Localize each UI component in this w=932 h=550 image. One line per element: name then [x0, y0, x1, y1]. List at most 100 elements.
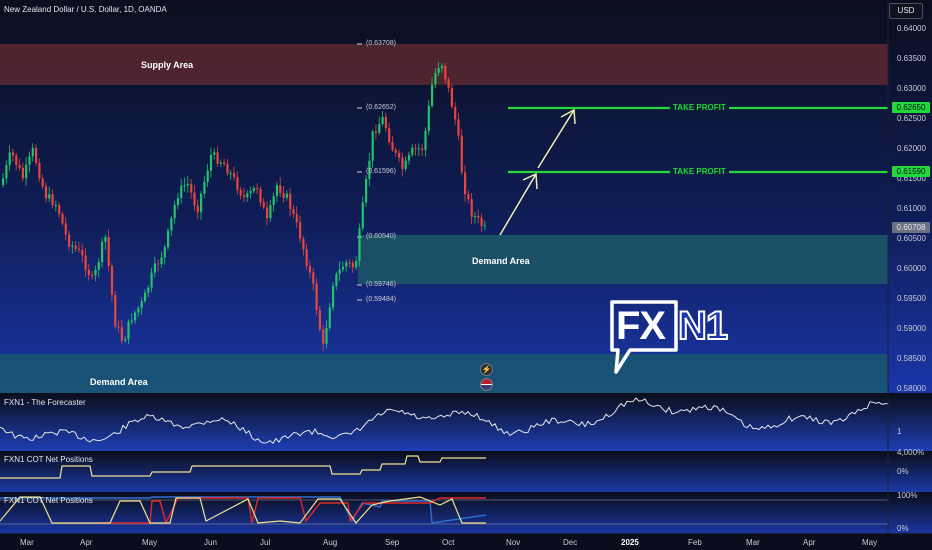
lightning-icon[interactable]: ⚡	[480, 363, 493, 376]
candle-body	[440, 65, 444, 69]
indicator-title-cot-1: FXN1 COT Net Positions	[4, 455, 93, 464]
candle-body	[8, 152, 11, 165]
candle-body	[477, 216, 480, 218]
time-axis-label: Apr	[803, 538, 816, 547]
fxn1-logo	[610, 300, 678, 374]
forecaster-pane[interactable]	[0, 394, 932, 451]
candle-body	[351, 262, 354, 268]
candle-body	[58, 205, 61, 214]
candle-body	[318, 310, 321, 330]
candle-body	[259, 188, 262, 203]
forecaster-line	[0, 397, 889, 444]
candle-body	[239, 189, 242, 196]
time-axis-label: Aug	[323, 538, 338, 547]
candle-body	[160, 257, 163, 265]
candle-body	[381, 116, 384, 125]
candle-body	[11, 152, 15, 156]
cot2-axis-top: 100%	[897, 491, 918, 500]
candle-body	[401, 157, 404, 169]
candle-body	[480, 217, 483, 227]
candle-body	[190, 183, 193, 193]
candle-body	[18, 164, 21, 168]
candle-body	[295, 213, 298, 223]
candle-body	[450, 87, 453, 107]
candle-body	[117, 326, 120, 328]
candle-body	[404, 160, 407, 169]
flag-icon[interactable]	[480, 378, 493, 391]
demand-zone-lower	[0, 354, 888, 393]
candle-body	[355, 260, 358, 268]
candle-body	[256, 188, 259, 190]
candle-body	[223, 162, 226, 165]
time-axis-label: Sep	[385, 538, 400, 547]
candlesticks	[2, 62, 486, 352]
level-label: (0.63708)	[366, 40, 396, 47]
time-axis-label: Oct	[442, 538, 455, 547]
price-tag-tp2: 0.61590	[892, 166, 930, 177]
candle-body	[454, 106, 457, 120]
projection-arrows	[499, 108, 576, 236]
time-axis[interactable]	[0, 533, 932, 550]
candle-body	[282, 193, 285, 198]
candle-body	[345, 262, 348, 267]
cot-net-line	[0, 455, 486, 479]
candle-body	[170, 218, 173, 231]
supply-area-label: Supply Area	[141, 60, 194, 70]
candle-body	[48, 194, 51, 199]
time-axis-label: Jul	[260, 538, 271, 547]
candle-body	[31, 147, 34, 157]
candle-body	[246, 193, 249, 198]
price-tick-label: 0.63000	[897, 84, 926, 93]
candle-body	[173, 204, 176, 219]
candle-body	[203, 181, 206, 194]
time-axis-label: Nov	[506, 538, 521, 547]
indicator-title-forecaster: FXN1 - The Forecaster	[4, 398, 86, 407]
candle-body	[180, 185, 183, 198]
candle-body	[153, 263, 156, 273]
price-pane[interactable]	[0, 0, 932, 393]
candle-body	[134, 312, 137, 321]
candle-body	[470, 199, 473, 217]
candle-body	[157, 263, 160, 265]
logo-text-fx: FX	[616, 304, 666, 348]
candle-body	[15, 155, 18, 165]
candle-body	[308, 265, 312, 273]
level-label: (0.59484)	[366, 296, 396, 303]
cot-pane-2[interactable]	[0, 493, 932, 533]
candle-body	[272, 196, 275, 206]
candle-body	[341, 266, 345, 270]
candle-body	[91, 275, 94, 277]
candle-body	[107, 237, 110, 266]
candle-body	[460, 135, 463, 173]
candle-body	[94, 269, 97, 276]
candle-body	[325, 328, 328, 344]
candle-body	[249, 191, 252, 194]
cot-yellow-line	[0, 496, 486, 524]
level-label: (0.61596)	[366, 168, 396, 175]
candle-body	[233, 173, 236, 178]
symbol-title[interactable]: New Zealand Dollar / U.S. Dollar, 1D, OA…	[4, 5, 167, 14]
candle-body	[444, 65, 447, 80]
candle-body	[421, 148, 424, 150]
candle-body	[186, 183, 189, 186]
time-axis-label: May	[142, 538, 158, 547]
candle-body	[97, 262, 100, 270]
cot-red-line	[100, 497, 486, 525]
currency-button[interactable]: USD	[889, 3, 923, 19]
candle-body	[130, 320, 133, 322]
candle-body	[196, 205, 199, 213]
candle-body	[407, 154, 411, 161]
price-tick-label: 0.60500	[897, 234, 926, 243]
candle-body	[176, 197, 180, 205]
level-label: (0.59746)	[366, 281, 396, 288]
cot-pane-1[interactable]	[0, 452, 932, 492]
candle-body	[312, 272, 315, 284]
candle-body	[289, 193, 292, 210]
candle-body	[335, 273, 338, 286]
candle-body	[200, 193, 203, 213]
candle-body	[236, 177, 239, 190]
candle-body	[183, 185, 186, 187]
candle-body	[262, 202, 265, 208]
candle-body	[483, 225, 486, 227]
